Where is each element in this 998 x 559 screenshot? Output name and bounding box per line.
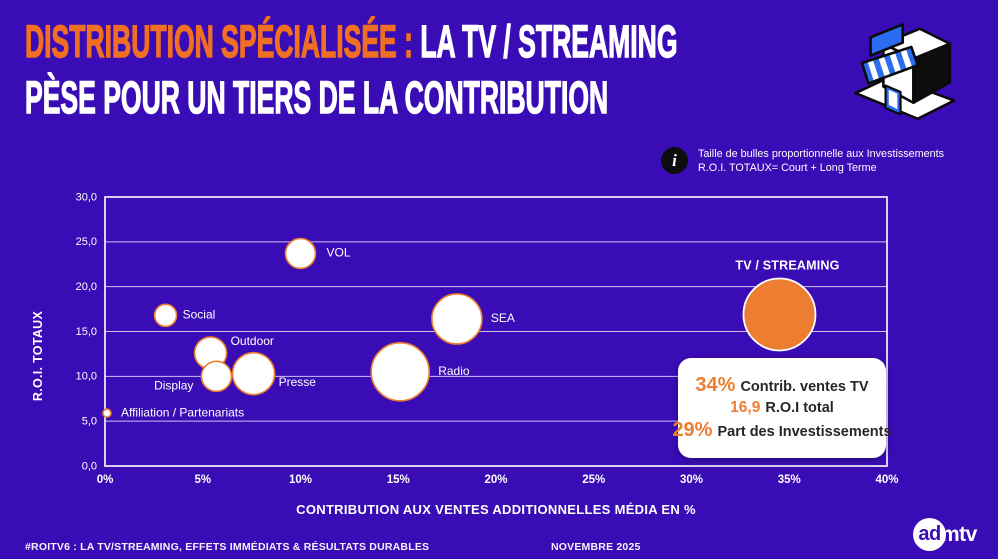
x-axis-title: CONTRIBUTION AUX VENTES ADDITIONNELLES M… (296, 502, 696, 517)
bubble-label-radio: Radio (438, 364, 470, 378)
bubble-presse (231, 351, 276, 396)
callout-row: 34% Contrib. ventes TV (695, 374, 868, 397)
callout-value: 34% (695, 374, 736, 396)
store-icon (854, 23, 956, 121)
y-axis-title: R.O.I. TOTAUX (31, 311, 45, 402)
y-tick-label: 0,0 (82, 460, 97, 472)
bubble-label-social: Social (183, 308, 216, 322)
title-line1: DISTRIBUTION SPÉCIALISÉE : LA TV / STREA… (25, 14, 678, 70)
bubble-label-sea: SEA (491, 311, 515, 325)
bubble-display (200, 360, 233, 393)
x-tick-label: 10% (289, 474, 312, 486)
title-rest: LA TV / STREAMING (420, 15, 678, 67)
y-tick-label: 10,0 (76, 371, 97, 383)
bubble-social (153, 303, 178, 328)
note-line2: R.O.I. TOTAUX= Court + Long Terme (698, 161, 877, 174)
bubble-vol (284, 237, 317, 270)
footer-date: NOVEMBRE 2025 (551, 541, 641, 553)
y-tick-label: 15,0 (76, 326, 97, 338)
callout-value: 29% (672, 419, 713, 441)
callout-text: R.O.I total (765, 400, 834, 416)
logo-circle: ad (913, 518, 946, 551)
bubble-label-presse: Presse (279, 375, 317, 389)
bubble-sea (431, 293, 483, 345)
x-tick-label: 0% (97, 474, 114, 486)
bubble-radio (370, 342, 431, 402)
bubble-affiliation-partenariats (102, 408, 112, 418)
y-tick-label: 30,0 (76, 191, 97, 203)
page-title: DISTRIBUTION SPÉCIALISÉE : LA TV / STREA… (25, 14, 678, 126)
logo-text: mtv (941, 522, 977, 546)
info-icon-glyph: i (672, 150, 677, 170)
legend-note-text: Taille de bulles proportionnelle aux Inv… (698, 147, 944, 175)
bubble-label-vol: VOL (327, 246, 351, 260)
bubble-label-tv-streaming: TV / STREAMING (735, 258, 839, 272)
x-tick-label: 40% (875, 474, 898, 486)
tv-callout: 34% Contrib. ventes TV 16,9 R.O.I total 29% P… (672, 358, 892, 458)
y-tick-label: 5,0 (82, 416, 97, 428)
callout-text: Contrib. ventes TV (740, 379, 869, 395)
y-tick-label: 20,0 (76, 281, 97, 293)
y-tick-label: 25,0 (76, 236, 97, 248)
x-tick-label: 25% (582, 474, 605, 486)
callout-row: 16,9 R.O.I total (730, 399, 834, 417)
callout-text: Part des Investissements (717, 424, 892, 440)
title-line2: PÈSE POUR UN TIERS DE LA CONTRIBUTION (25, 71, 609, 123)
x-tick-label: 30% (680, 474, 703, 486)
footer-hashtag: #ROITV6 : LA TV/STREAMING, EFFETS IMMÉDI… (25, 541, 430, 553)
store-awning-stripes (861, 46, 918, 84)
x-tick-label: 15% (387, 474, 410, 486)
bubble-tv-streaming (742, 277, 817, 352)
callout-row: 29% Part des Investissements (672, 419, 891, 442)
bubble-label-outdoor: Outdoor (231, 334, 274, 348)
legend-note: i Taille de bulles proportionnelle aux I… (661, 147, 944, 175)
x-tick-label: 35% (778, 474, 801, 486)
note-line1: Taille de bulles proportionnelle aux Inv… (698, 148, 945, 160)
title-accent: DISTRIBUTION SPÉCIALISÉE : (25, 15, 421, 67)
bubble-label-affiliation-partenariats: Affiliation / Partenariats (121, 405, 244, 419)
x-tick-label: 20% (484, 474, 507, 486)
plot-border (104, 196, 888, 467)
admtv-logo: ad mtv (913, 518, 977, 551)
x-tick-label: 5% (194, 474, 211, 486)
bubble-label-display: Display (154, 379, 193, 393)
callout-value: 16,9 (730, 399, 761, 416)
info-icon: i (661, 147, 688, 174)
